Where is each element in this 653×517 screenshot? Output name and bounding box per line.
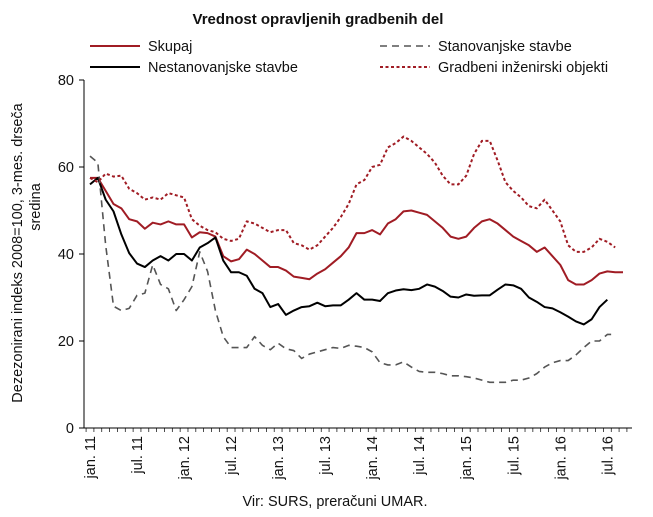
- y-tick-label: 80: [58, 73, 74, 89]
- legend-label: Nestanovanjske stavbe: [148, 60, 298, 76]
- legend: Skupaj Nestanovanjske stavbe Stanovanjske …: [90, 39, 608, 76]
- y-tick-label: 20: [58, 334, 74, 350]
- chart-title: Vrednost opravljenih gradbenih del: [193, 11, 444, 28]
- x-axis: jan. 11 jul. 11 jan. 12 jul. 12 jan. 13 jul. …: [83, 427, 632, 481]
- y-axis-label-line2: sredina: [28, 182, 44, 230]
- x-tick-label: jan. 15: [459, 436, 475, 481]
- x-tick-label: jan. 12: [177, 436, 193, 481]
- y-tick-label: 0: [66, 421, 74, 437]
- y-axis: 0 20 40 60 80: [58, 73, 85, 437]
- x-tick-label: jan. 16: [553, 436, 569, 481]
- x-tick-label: jul. 12: [224, 436, 240, 476]
- x-tick-label: jul. 16: [600, 436, 616, 476]
- y-tick-label: 60: [58, 160, 74, 176]
- x-tick-label: jul. 13: [318, 436, 334, 476]
- legend-label: Gradbeni inženirski objekti: [438, 60, 608, 76]
- series-layer: [89, 135, 623, 384]
- legend-label: Stanovanjske stavbe: [438, 39, 572, 55]
- x-tick-label: jul. 14: [412, 436, 428, 476]
- source-note: Vir: SURS, preračuni UMAR.: [242, 494, 427, 510]
- y-tick-label: 40: [58, 247, 74, 263]
- series-line-nestanovanjske-stavbe: [89, 176, 609, 326]
- y-axis-label-line1: Dezezonirani indeks 2008=100, 3-mes. drs…: [10, 102, 26, 402]
- x-tick-label: jan. 11: [83, 436, 99, 479]
- x-tick-label: jan. 13: [271, 436, 287, 481]
- x-tick-label: jul. 15: [506, 436, 522, 476]
- legend-label: Skupaj: [148, 39, 192, 55]
- series-line-gradbeni-in-enirski-objekti: [89, 135, 616, 253]
- x-tick-label: jul. 11: [130, 436, 146, 475]
- series-line-skupaj: [90, 176, 623, 286]
- x-tick-label: jan. 14: [365, 436, 381, 481]
- series-line-stanovanjske-stavbe: [89, 155, 616, 384]
